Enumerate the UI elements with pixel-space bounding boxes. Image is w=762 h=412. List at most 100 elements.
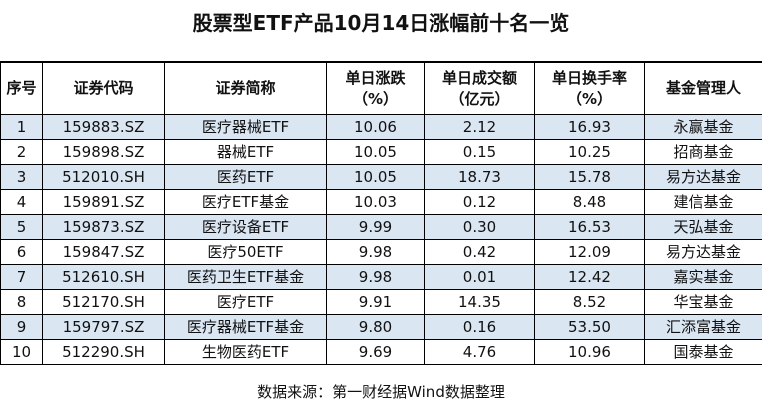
table-row: 1 159883.SZ 医疗器械ETF 10.06 2.12 16.93 永赢基金 (0, 114, 762, 140)
cell-name: 器械ETF (164, 139, 327, 165)
cell-name: 医疗器械ETF (164, 114, 327, 140)
column-header-text: （亿元） (449, 89, 510, 108)
column-header-change: 单日涨跌 （%） (326, 61, 425, 115)
table-row: 2 159898.SZ 器械ETF 10.05 0.15 10.25 招商基金 (0, 139, 762, 165)
column-header-text: 单日成交额 (441, 68, 517, 87)
cell-turnover-rate: 16.53 (534, 214, 645, 240)
cell-turnover-rate: 8.48 (534, 189, 645, 215)
cell-turnover-amount: 0.30 (424, 214, 535, 240)
cell-manager: 易方达基金 (644, 239, 762, 265)
cell-turnover-rate: 10.96 (534, 339, 645, 365)
cell-turnover-amount: 14.35 (424, 289, 535, 315)
column-header-text: 证券简称 (215, 79, 276, 97)
cell-turnover-rate: 15.78 (534, 164, 645, 190)
cell-name: 医疗ETF (164, 289, 327, 315)
cell-manager: 招商基金 (644, 139, 762, 165)
cell-index: 9 (0, 314, 43, 340)
table-row: 7 512610.SH 医药卫生ETF基金 9.98 0.01 12.42 嘉实基金 (0, 264, 762, 290)
cell-name: 医药ETF (164, 164, 327, 190)
cell-manager: 华宝基金 (644, 289, 762, 315)
column-header-turnover-rate: 单日换手率 （%） (534, 61, 645, 115)
column-header-manager: 基金管理人 (644, 61, 762, 115)
column-header-code: 证券代码 (42, 61, 165, 115)
cell-code: 512610.SH (42, 264, 165, 290)
cell-change: 9.69 (326, 339, 425, 365)
column-header-text: （%） (566, 89, 613, 108)
cell-index: 8 (0, 289, 43, 315)
column-header-text: （%） (352, 89, 399, 108)
cell-name: 生物医药ETF (164, 339, 327, 365)
cell-change: 9.98 (326, 239, 425, 265)
cell-manager: 永赢基金 (644, 114, 762, 140)
table-body: 1 159883.SZ 医疗器械ETF 10.06 2.12 16.93 永赢基金 2 1598… (0, 114, 762, 365)
cell-manager: 国泰基金 (644, 339, 762, 365)
cell-code: 159797.SZ (42, 314, 165, 340)
cell-code: 159873.SZ (42, 214, 165, 240)
cell-turnover-rate: 16.93 (534, 114, 645, 140)
table-row: 3 512010.SH 医药ETF 10.05 18.73 15.78 易方达基金 (0, 164, 762, 190)
cell-code: 159898.SZ (42, 139, 165, 165)
cell-code: 159883.SZ (42, 114, 165, 140)
column-header-text: 证券代码 (73, 79, 134, 97)
cell-index: 10 (0, 339, 43, 365)
cell-turnover-amount: 18.73 (424, 164, 535, 190)
cell-code: 512170.SH (42, 289, 165, 315)
table-row: 4 159891.SZ 医疗ETF基金 10.03 0.12 8.48 建信基金 (0, 189, 762, 215)
cell-change: 9.80 (326, 314, 425, 340)
cell-manager: 建信基金 (644, 189, 762, 215)
cell-index: 2 (0, 139, 43, 165)
cell-name: 医药卫生ETF基金 (164, 264, 327, 290)
cell-turnover-amount: 0.42 (424, 239, 535, 265)
cell-change: 9.99 (326, 214, 425, 240)
cell-turnover-amount: 0.12 (424, 189, 535, 215)
cell-code: 512290.SH (42, 339, 165, 365)
cell-name: 医疗50ETF (164, 239, 327, 265)
etf-table: 序号 证券代码 证券简称 单日涨跌 （%） 单日成交额 （亿元） 单日换手率 （%） 基金管理人 … (0, 61, 762, 365)
cell-name: 医疗器械ETF基金 (164, 314, 327, 340)
cell-turnover-rate: 12.42 (534, 264, 645, 290)
table-row: 5 159873.SZ 医疗设备ETF 9.99 0.30 16.53 天弘基金 (0, 214, 762, 240)
table-header-row: 序号 证券代码 证券简称 单日涨跌 （%） 单日成交额 （亿元） 单日换手率 （%） 基金管理人 (0, 61, 762, 115)
cell-code: 159847.SZ (42, 239, 165, 265)
cell-change: 10.05 (326, 164, 425, 190)
cell-turnover-amount: 4.76 (424, 339, 535, 365)
table-row: 9 159797.SZ 医疗器械ETF基金 9.80 0.16 53.50 汇添富基金 (0, 314, 762, 340)
cell-code: 512010.SH (42, 164, 165, 190)
cell-turnover-amount: 2.12 (424, 114, 535, 140)
column-header-text: 单日换手率 (551, 68, 627, 87)
cell-code: 159891.SZ (42, 189, 165, 215)
cell-index: 5 (0, 214, 43, 240)
cell-turnover-rate: 12.09 (534, 239, 645, 265)
cell-turnover-amount: 0.01 (424, 264, 535, 290)
cell-change: 10.05 (326, 139, 425, 165)
column-header-turnover-amount: 单日成交额 （亿元） (424, 61, 535, 115)
page-title: 股票型ETF产品10月14日涨幅前十名一览 (192, 11, 570, 35)
cell-turnover-rate: 10.25 (534, 139, 645, 165)
cell-name: 医疗ETF基金 (164, 189, 327, 215)
cell-turnover-amount: 0.16 (424, 314, 535, 340)
cell-index: 1 (0, 114, 43, 140)
column-header-text: 基金管理人 (665, 79, 741, 97)
cell-manager: 汇添富基金 (644, 314, 762, 340)
column-header-index: 序号 (0, 61, 43, 115)
cell-turnover-rate: 53.50 (534, 314, 645, 340)
cell-manager: 天弘基金 (644, 214, 762, 240)
column-header-text: 单日涨跌 (345, 68, 406, 87)
table-row: 10 512290.SH 生物医药ETF 9.69 4.76 10.96 国泰基金 (0, 339, 762, 365)
column-header-name: 证券简称 (164, 61, 327, 115)
cell-turnover-amount: 0.15 (424, 139, 535, 165)
data-source-note: 数据来源：第一财经据Wind数据整理 (257, 383, 505, 401)
cell-manager: 易方达基金 (644, 164, 762, 190)
cell-change: 9.98 (326, 264, 425, 290)
cell-turnover-rate: 8.52 (534, 289, 645, 315)
cell-change: 10.03 (326, 189, 425, 215)
cell-change: 9.91 (326, 289, 425, 315)
cell-name: 医疗设备ETF (164, 214, 327, 240)
cell-change: 10.06 (326, 114, 425, 140)
cell-index: 3 (0, 164, 43, 190)
cell-manager: 嘉实基金 (644, 264, 762, 290)
table-row: 6 159847.SZ 医疗50ETF 9.98 0.42 12.09 易方达基金 (0, 239, 762, 265)
cell-index: 7 (0, 264, 43, 290)
table-row: 8 512170.SH 医疗ETF 9.91 14.35 8.52 华宝基金 (0, 289, 762, 315)
cell-index: 4 (0, 189, 43, 215)
